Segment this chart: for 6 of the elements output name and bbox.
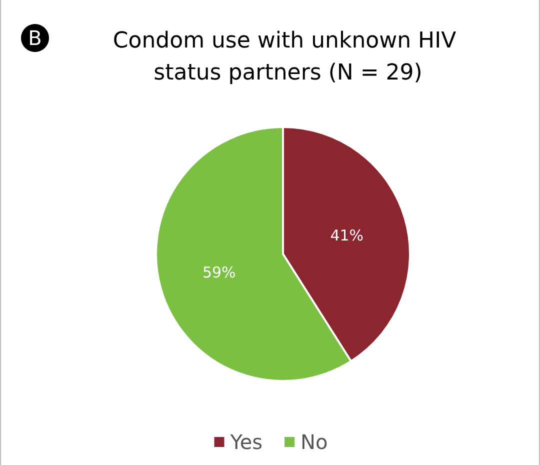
legend-label: No bbox=[300, 430, 328, 454]
data-label: 59% bbox=[202, 264, 236, 282]
data-label: 41% bbox=[330, 226, 364, 244]
chart-title: Condom use with unknown HIV status partners (N = 29) bbox=[112, 28, 464, 86]
legend-label: Yes bbox=[229, 430, 263, 454]
text: B bbox=[28, 26, 42, 50]
